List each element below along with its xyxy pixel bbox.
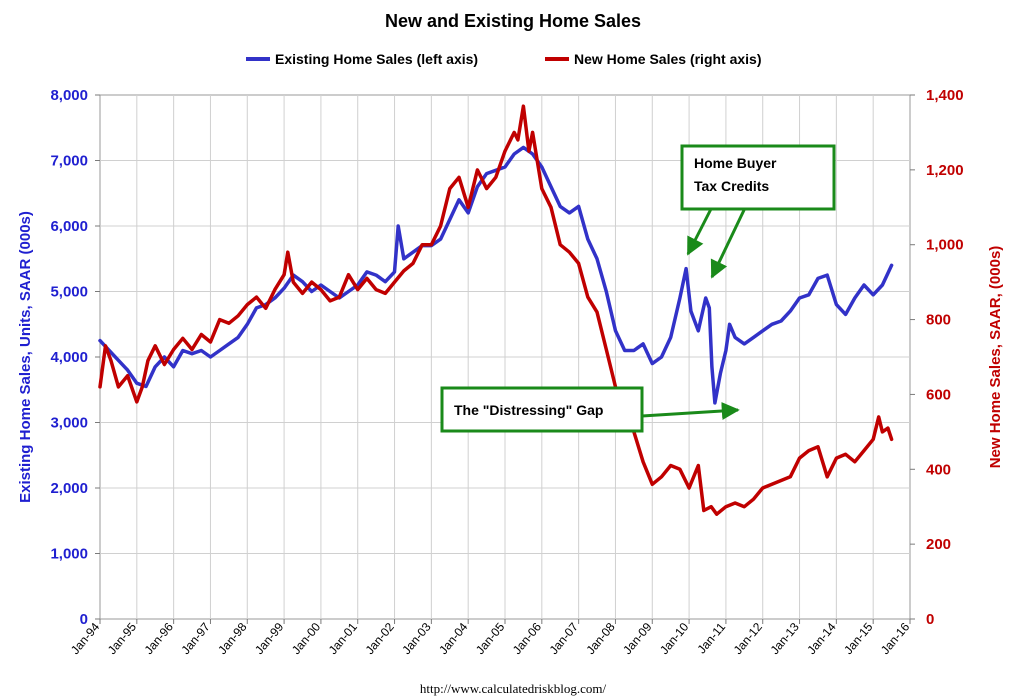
tick-label-left: 5,000 bbox=[50, 284, 88, 301]
tick-label-x: Jan-98 bbox=[215, 620, 250, 657]
tick-label-x: Jan-04 bbox=[436, 620, 471, 657]
tick-label-x: Jan-95 bbox=[105, 620, 140, 657]
y-axis-left-label: Existing Home Sales, Units, SAAR (000s) bbox=[17, 211, 34, 503]
tick-label-x: Jan-16 bbox=[878, 620, 913, 657]
y-axis-left: 0 1,000 2,000 3,000 4,000 5,000 6,000 7,000 8,00… bbox=[50, 87, 100, 628]
series-line-existing-home-sales bbox=[98, 145, 894, 405]
y-axis-right: 0 200 400 600 800 1,000 1,200 1,400 bbox=[910, 87, 964, 628]
tick-label-x: Jan-05 bbox=[473, 620, 508, 657]
tick-label-x: Jan-02 bbox=[363, 620, 398, 657]
tick-label-x: Jan-97 bbox=[178, 620, 213, 657]
tick-label-left: 2,000 bbox=[50, 480, 88, 497]
tick-label-left: 8,000 bbox=[50, 87, 88, 104]
tick-label-right: 1,200 bbox=[926, 162, 964, 179]
tick-label-x: Jan-10 bbox=[657, 620, 692, 657]
series-line-new-home-sales bbox=[98, 104, 894, 516]
tick-label-x: Jan-09 bbox=[620, 620, 655, 657]
annotation-box-gap bbox=[440, 386, 644, 433]
annotation-arrow-tax-credits-2 bbox=[710, 207, 747, 279]
tick-label-left: 1,000 bbox=[50, 546, 88, 563]
tick-label-x: Jan-03 bbox=[399, 620, 434, 657]
annotation-arrow-gap bbox=[641, 402, 740, 420]
tick-label-right: 1,000 bbox=[926, 237, 964, 254]
legend-label-new: New Home Sales (right axis) bbox=[574, 51, 762, 67]
tick-label-right: 800 bbox=[926, 312, 951, 329]
annotation-tax-credits: Home Buyer Tax Credits bbox=[680, 144, 836, 279]
annotation-box-tax-credits bbox=[680, 144, 836, 211]
tick-label-x: Jan-99 bbox=[252, 620, 287, 657]
tick-label-right: 600 bbox=[926, 386, 951, 403]
tick-label-x: Jan-15 bbox=[841, 620, 876, 657]
tick-label-left: 6,000 bbox=[50, 218, 88, 235]
x-axis: Jan-94 Jan-95 Jan-96 Jan-97 Jan-98 Jan-99 Jan-… bbox=[68, 619, 913, 657]
tick-label-x: Jan-06 bbox=[510, 620, 545, 657]
tick-label-x: Jan-08 bbox=[583, 620, 618, 657]
tick-label-x: Jan-96 bbox=[142, 620, 177, 657]
tick-label-right: 200 bbox=[926, 536, 951, 553]
tick-label-left: 4,000 bbox=[50, 349, 88, 366]
tick-label-left: 0 bbox=[80, 611, 88, 628]
tick-label-x: Jan-13 bbox=[768, 620, 803, 657]
legend-label-existing: Existing Home Sales (left axis) bbox=[275, 51, 478, 67]
annotation-text-tax-credits-line1: Home Buyer bbox=[694, 155, 777, 171]
chart-title: New and Existing Home Sales bbox=[385, 11, 641, 31]
tick-label-left: 7,000 bbox=[50, 153, 88, 170]
tick-label-x: Jan-00 bbox=[289, 620, 324, 657]
tick-label-right: 400 bbox=[926, 461, 951, 478]
legend: Existing Home Sales (left axis) New Home… bbox=[246, 51, 762, 67]
source-url: http://www.calculatedriskblog.com/ bbox=[420, 681, 607, 696]
annotation-text-tax-credits-line2: Tax Credits bbox=[694, 178, 769, 194]
tick-label-x: Jan-14 bbox=[804, 620, 839, 657]
y-axis-right-label: New Home Sales, SAAR, (000s) bbox=[987, 246, 1004, 469]
tick-label-x: Jan-11 bbox=[694, 620, 728, 657]
annotation-arrow-tax-credits-1 bbox=[686, 206, 714, 256]
annotation-text-gap: The "Distressing" Gap bbox=[454, 402, 603, 418]
tick-label-x: Jan-01 bbox=[326, 620, 361, 657]
tick-label-right: 0 bbox=[926, 611, 934, 628]
annotation-gap: The "Distressing" Gap bbox=[440, 386, 740, 433]
tick-label-left: 3,000 bbox=[50, 415, 88, 432]
tick-label-right: 1,400 bbox=[926, 87, 964, 104]
tick-label-x: Jan-12 bbox=[731, 620, 766, 657]
tick-label-x: Jan-07 bbox=[547, 620, 582, 657]
series-group bbox=[98, 104, 894, 516]
